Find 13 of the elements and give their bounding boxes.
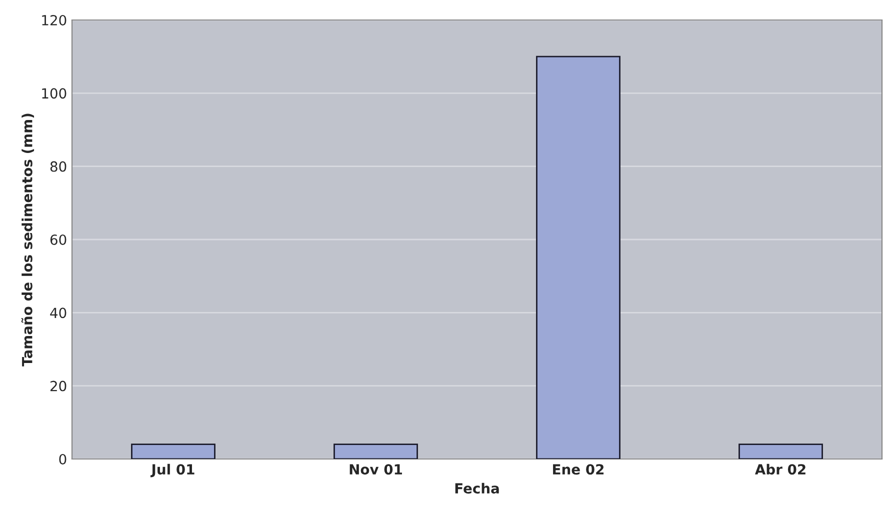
y-tick-label: 100 [42,88,66,99]
y-tick-label: 40 [50,308,66,318]
x-tick-label: Abr 02 [754,464,806,475]
y-axis-title: Tamaño de los sedimentos (mm) [21,114,34,366]
y-tick-label: 0 [59,454,66,464]
y-tick-label: 120 [42,14,66,26]
x-tick-label: Jul 01 [150,464,194,478]
x-tick-label: Nov 01 [350,464,402,475]
x-tick-label: Ene 02 [553,464,604,475]
y-tick-label: 20 [50,380,66,392]
x-axis-title: Fecha [455,482,499,494]
y-tick-label: 60 [50,234,66,245]
y-tick-label: 80 [50,161,66,172]
